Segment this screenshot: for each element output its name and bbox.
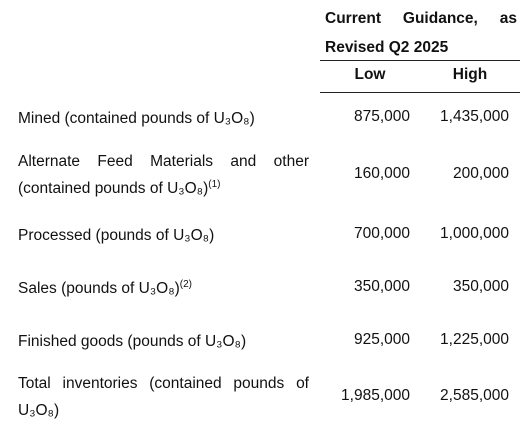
footnote-marker: (2) [179,278,193,290]
row-label-text: Total inventories (contained pounds of U… [18,375,309,419]
row-label: Finished goods (pounds of U₃O₈) [18,328,309,355]
low-value: 925,000 [353,331,410,348]
row-label: Total inventories (contained pounds of U… [18,370,309,424]
row-label-text: Mined (contained pounds of U₃O₈) [18,109,255,127]
low-value: 875,000 [353,108,410,125]
row-label-text: Sales (pounds of U₃O₈) [18,279,180,297]
row-label-text: Processed (pounds of U₃O₈) [18,226,215,244]
high-value: 1,435,000 [440,108,509,125]
guidance-header: Current Guidance, as Revised Q2 2025 [325,10,517,56]
column-header: High [452,66,488,83]
row-label: Processed (pounds of U₃O₈) [18,222,309,249]
high-value: 1,000,000 [440,225,509,242]
column-header: Low [354,66,386,83]
row-label-text: Alternate Feed Materials and other (cont… [18,153,309,197]
high-value: 1,225,000 [440,331,509,348]
high-value: 2,585,000 [440,387,509,404]
footnote-marker: (1) [208,179,221,190]
row-label-text: Finished goods (pounds of U₃O₈) [18,332,247,350]
low-value: 700,000 [353,225,410,242]
row-label: Sales (pounds of U₃O₈)(2) [18,275,309,302]
low-value: 1,985,000 [341,387,410,404]
low-value: 160,000 [353,165,410,182]
header-rule [320,92,520,93]
header-rule [320,60,520,61]
high-value: 200,000 [452,165,509,182]
row-label: Alternate Feed Materials and other (cont… [18,148,309,202]
low-value: 350,000 [353,278,410,295]
row-label: Mined (contained pounds of U₃O₈) [18,105,309,132]
high-value: 350,000 [452,278,509,295]
